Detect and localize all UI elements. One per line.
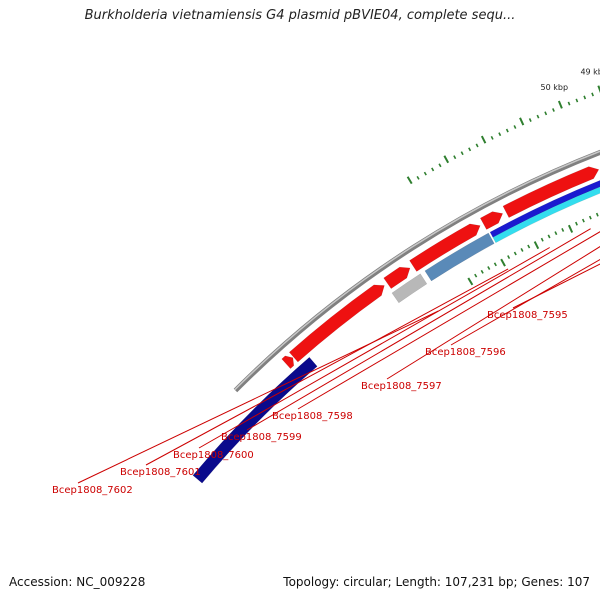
- major-tick: [406, 176, 413, 185]
- minor-tick: [527, 244, 531, 249]
- feature-segment: [492, 186, 600, 244]
- backbone-circle: [233, 149, 600, 393]
- feature-segment: [391, 273, 428, 304]
- callout-line: [145, 268, 509, 466]
- topology-summary: Topology: circular; Length: 107,231 bp; …: [283, 575, 590, 589]
- major-tick: [480, 135, 487, 144]
- minor-tick: [431, 167, 435, 172]
- minor-tick: [581, 218, 585, 223]
- minor-tick: [595, 212, 599, 217]
- minor-tick: [487, 266, 491, 270]
- gene-arrow: [281, 355, 295, 369]
- callout-line: [77, 310, 439, 484]
- minor-tick: [453, 155, 457, 160]
- minor-tick: [475, 143, 479, 148]
- minor-tick: [474, 273, 478, 278]
- minor-tick: [561, 228, 565, 232]
- minor-tick: [588, 215, 592, 220]
- minor-tick: [438, 163, 442, 168]
- accession-label: Accession: NC_009228: [9, 575, 146, 589]
- minor-tick: [554, 231, 558, 236]
- minor-tick: [544, 111, 548, 116]
- callout-line: [450, 258, 600, 346]
- minor-tick: [536, 114, 540, 119]
- minor-tick: [567, 101, 571, 106]
- callout-line: [246, 228, 591, 431]
- gene-label: Bcep1808_7595: [487, 310, 568, 321]
- major-tick: [500, 258, 506, 267]
- minor-tick: [490, 135, 494, 140]
- gene-arrow: [479, 211, 504, 230]
- minor-tick: [513, 125, 517, 129]
- gene-label: Bcep1808_7597: [361, 381, 442, 392]
- gene-label: Bcep1808_7602: [52, 485, 133, 496]
- feature-track: [192, 180, 600, 484]
- gene-labels: Bcep1808_7595 Bcep1808_7596 Bcep1808_7597 B…: [52, 310, 568, 496]
- minor-tick: [468, 147, 472, 152]
- minor-tick: [591, 92, 594, 97]
- gene-label: Bcep1808_7598: [272, 411, 353, 422]
- backbone-highlight: [234, 150, 600, 391]
- minor-tick: [416, 175, 420, 180]
- callout-line: [297, 231, 600, 410]
- minor-tick: [540, 237, 544, 242]
- outer-tick-ring: [406, 85, 600, 185]
- gene-callouts: [77, 228, 600, 484]
- minor-tick: [480, 269, 484, 274]
- minor-tick: [513, 251, 517, 256]
- gene-label: Bcep1808_7599: [221, 432, 302, 443]
- inner-tick-ring: [467, 212, 599, 286]
- minor-tick: [528, 118, 532, 122]
- callout-line: [386, 246, 600, 380]
- kbp-label: 49 kbp: [580, 67, 600, 76]
- gene-arrow: [288, 284, 385, 363]
- gene-arrow: [409, 223, 481, 272]
- minor-tick: [505, 128, 509, 133]
- callout-line: [512, 263, 600, 309]
- major-tick: [557, 100, 563, 109]
- callout-line: [198, 247, 550, 449]
- minor-tick: [575, 98, 579, 103]
- major-tick: [533, 241, 540, 250]
- minor-tick: [520, 248, 524, 252]
- gene-label: Bcep1808_7600: [173, 450, 254, 461]
- minor-tick: [493, 262, 497, 267]
- major-tick: [519, 117, 525, 126]
- gene-track: [281, 166, 600, 369]
- kbp-label: 50 kbp: [541, 83, 569, 92]
- major-tick: [443, 155, 450, 164]
- kbp-labels: 41 kbp42 kbp43 kbp44 kbp45 kbp46 kbp47 k…: [541, 67, 600, 92]
- gene-arrow: [502, 166, 600, 218]
- gene-label: Bcep1808_7601: [120, 467, 201, 478]
- minor-tick: [575, 221, 578, 226]
- minor-tick: [423, 171, 427, 176]
- gene-label: Bcep1808_7596: [425, 347, 506, 358]
- minor-tick: [460, 151, 464, 156]
- minor-tick: [547, 234, 551, 239]
- minor-tick: [498, 132, 502, 137]
- major-tick: [567, 224, 574, 233]
- minor-tick: [583, 95, 587, 100]
- minor-tick: [552, 108, 555, 112]
- minor-tick: [507, 255, 511, 259]
- major-tick: [467, 277, 474, 286]
- map-title: Burkholderia vietnamiensis G4 plasmid pB…: [84, 8, 516, 23]
- gene-arrow: [383, 266, 411, 290]
- feature-segment: [424, 232, 495, 282]
